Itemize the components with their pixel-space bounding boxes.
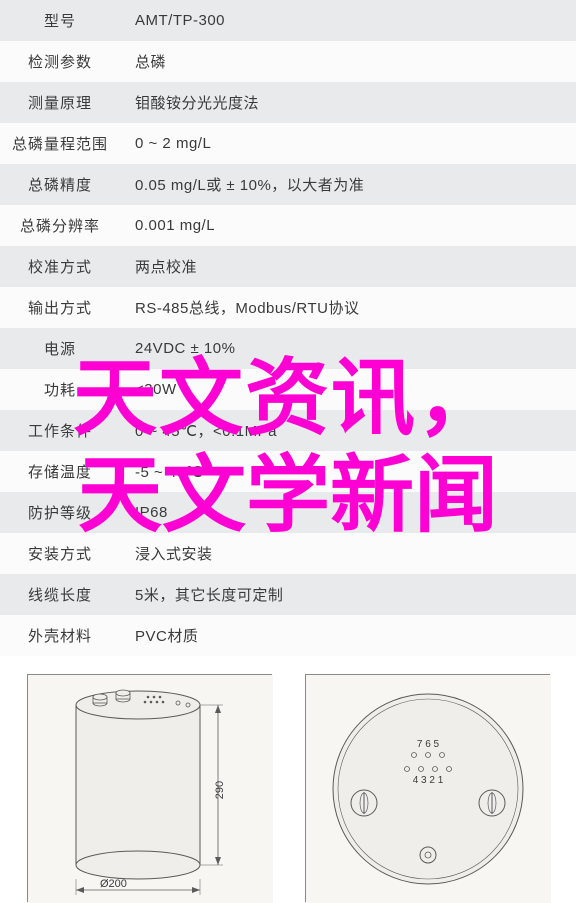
- table-row: 输出方式RS-485总线，Modbus/RTU协议: [0, 287, 576, 328]
- table-row: 工作条件0 ~ 45℃，<0.1MPa: [0, 410, 576, 451]
- spec-label: 校准方式: [0, 246, 120, 287]
- spec-label: 型号: [0, 0, 120, 41]
- terminal-labels-bottom: 4 3 2 1: [412, 775, 443, 786]
- table-row: 测量原理钼酸铵分光光度法: [0, 82, 576, 123]
- diagram-row: 290 Ø200 7 6 5 4 3 2 1: [0, 656, 576, 902]
- table-row: 存储温度-5 ~ 45℃: [0, 451, 576, 492]
- spec-value: 0.001 mg/L: [120, 205, 576, 246]
- spec-label: 防护等级: [0, 492, 120, 533]
- side-view-diagram: 290 Ø200: [27, 674, 272, 902]
- table-row: 总磷分辨率0.001 mg/L: [0, 205, 576, 246]
- spec-label: 检测参数: [0, 41, 120, 82]
- spec-value: 钼酸铵分光光度法: [120, 82, 576, 123]
- table-row: 电源24VDC ± 10%: [0, 328, 576, 369]
- spec-value: 5米，其它长度可定制: [120, 574, 576, 615]
- spec-label: 总磷精度: [0, 164, 120, 205]
- table-row: 安装方式浸入式安装: [0, 533, 576, 574]
- spec-label: 工作条件: [0, 410, 120, 451]
- spec-label: 安装方式: [0, 533, 120, 574]
- spec-value: 0 ~ 45℃，<0.1MPa: [120, 410, 576, 451]
- table-row: 防护等级IP68: [0, 492, 576, 533]
- spec-value: -5 ~ 45℃: [120, 451, 576, 492]
- spec-label: 总磷量程范围: [0, 123, 120, 164]
- spec-label: 外壳材料: [0, 615, 120, 656]
- spec-value: PVC材质: [120, 615, 576, 656]
- spec-label: 存储温度: [0, 451, 120, 492]
- spec-value: IP68: [120, 492, 576, 533]
- spec-label: 功耗: [0, 369, 120, 410]
- table-row: 总磷精度0.05 mg/L或 ± 10%，以大者为准: [0, 164, 576, 205]
- spec-value: <30W: [120, 369, 576, 410]
- spec-value: 浸入式安装: [120, 533, 576, 574]
- dim-width-label: Ø200: [100, 878, 127, 890]
- spec-table: 型号AMT/TP-300检测参数总磷测量原理钼酸铵分光光度法总磷量程范围0 ~ …: [0, 0, 576, 656]
- spec-value: 24VDC ± 10%: [120, 328, 576, 369]
- spec-value: 两点校准: [120, 246, 576, 287]
- terminal-labels-top: 7 6 5: [416, 739, 439, 750]
- spec-label: 总磷分辨率: [0, 205, 120, 246]
- spec-value: 总磷: [120, 41, 576, 82]
- spec-label: 电源: [0, 328, 120, 369]
- spec-label: 输出方式: [0, 287, 120, 328]
- spec-label: 线缆长度: [0, 574, 120, 615]
- table-row: 校准方式两点校准: [0, 246, 576, 287]
- table-row: 型号AMT/TP-300: [0, 0, 576, 41]
- spec-value: 0.05 mg/L或 ± 10%，以大者为准: [120, 164, 576, 205]
- dim-height-label: 290: [214, 781, 226, 799]
- table-row: 功耗<30W: [0, 369, 576, 410]
- spec-value: AMT/TP-300: [120, 0, 576, 41]
- spec-value: 0 ~ 2 mg/L: [120, 123, 576, 164]
- spec-label: 测量原理: [0, 82, 120, 123]
- table-row: 总磷量程范围0 ~ 2 mg/L: [0, 123, 576, 164]
- top-view-diagram: 7 6 5 4 3 2 1: [305, 674, 550, 902]
- table-row: 线缆长度5米，其它长度可定制: [0, 574, 576, 615]
- table-row: 检测参数总磷: [0, 41, 576, 82]
- spec-value: RS-485总线，Modbus/RTU协议: [120, 287, 576, 328]
- table-row: 外壳材料PVC材质: [0, 615, 576, 656]
